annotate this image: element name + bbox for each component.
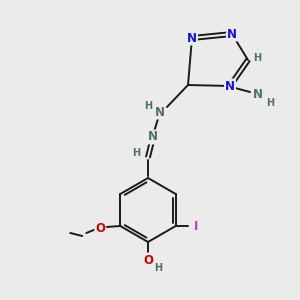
- Text: H: H: [266, 98, 274, 108]
- Text: H: H: [253, 53, 261, 63]
- Text: O: O: [95, 221, 105, 235]
- Text: O: O: [143, 254, 153, 266]
- Text: N: N: [225, 80, 235, 92]
- Text: H: H: [132, 148, 140, 158]
- Text: N: N: [227, 28, 237, 40]
- Text: N: N: [187, 32, 197, 44]
- Text: I: I: [194, 220, 198, 232]
- Text: H: H: [154, 263, 162, 273]
- Text: N: N: [155, 106, 165, 118]
- Text: H: H: [144, 101, 152, 111]
- Text: N: N: [148, 130, 158, 143]
- Text: N: N: [253, 88, 263, 100]
